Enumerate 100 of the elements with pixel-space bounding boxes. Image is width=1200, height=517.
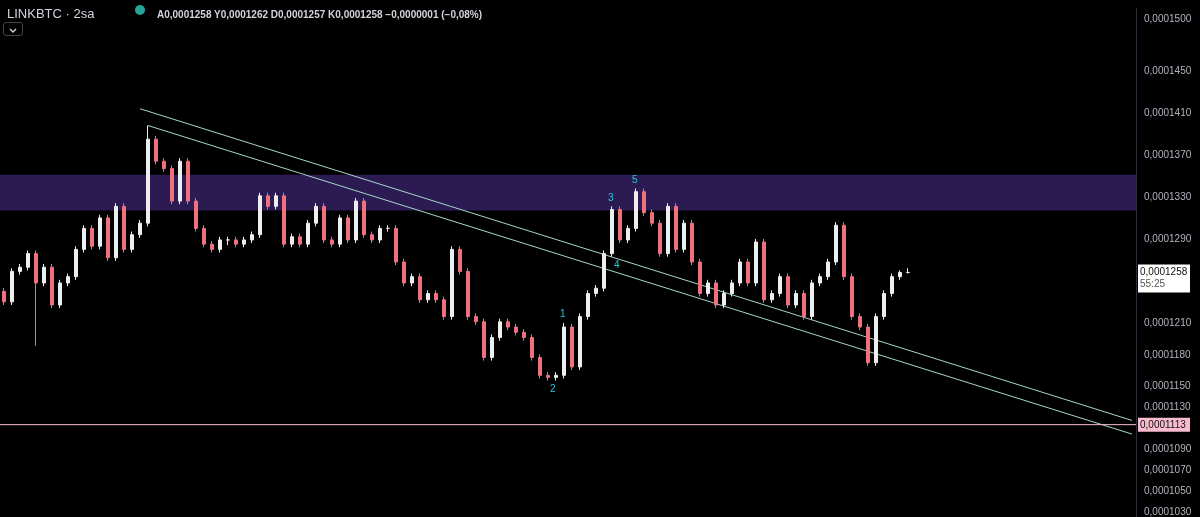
y-tick-label: 0,0001050 xyxy=(1144,485,1192,497)
candlestick xyxy=(538,353,542,379)
candlestick xyxy=(882,289,886,321)
chart-subtitle: A0,0001258 Y0,0001262 D0,0001257 K0,0001258 −0,0000001 (−0,08%) xyxy=(157,8,483,20)
candlestick xyxy=(698,258,702,298)
candlestick xyxy=(50,263,54,309)
candlestick xyxy=(738,258,742,287)
annotation: 1 xyxy=(560,308,566,320)
candlestick xyxy=(394,224,398,266)
candlestick xyxy=(770,289,774,304)
candlestick xyxy=(2,287,6,306)
candlestick xyxy=(482,318,486,362)
candlestick xyxy=(650,209,654,227)
text: 55:25 xyxy=(1140,277,1166,289)
candlestick xyxy=(586,289,590,321)
candlestick xyxy=(866,323,870,367)
candlestick xyxy=(378,224,382,244)
candlestick xyxy=(178,157,182,205)
candlestick xyxy=(434,289,438,304)
candlestick xyxy=(458,245,462,276)
candlestick xyxy=(898,269,902,281)
y-tick-label: 0,0001330 xyxy=(1144,191,1192,203)
candlestick xyxy=(362,197,366,239)
y-tick-label: 0,0001090 xyxy=(1144,443,1192,455)
candlestick xyxy=(58,279,62,309)
candlestick xyxy=(714,279,718,309)
candlestick xyxy=(34,249,38,347)
candlestick xyxy=(690,219,694,266)
candlestick xyxy=(810,279,814,321)
ref-line-label: 0,0001113 xyxy=(1140,419,1187,431)
candlestick xyxy=(138,219,142,239)
candlestick xyxy=(546,371,550,382)
candlestick xyxy=(754,238,758,287)
candlestick xyxy=(98,214,102,250)
candlestick xyxy=(338,214,342,248)
y-tick-label: 0,0001030 xyxy=(1144,506,1192,517)
candlestick xyxy=(346,214,350,244)
candlestick xyxy=(290,233,294,248)
y-tick-label: 0,0001290 xyxy=(1144,233,1192,245)
y-tick-label: 0,0001370 xyxy=(1144,149,1192,161)
candlestick xyxy=(530,333,534,362)
candlestick xyxy=(306,219,310,248)
candlestick xyxy=(522,328,526,342)
candlestick xyxy=(314,202,318,227)
y-tick-label: 0,0001210 xyxy=(1144,317,1192,329)
candlestick xyxy=(114,202,118,262)
candlestick xyxy=(410,273,414,287)
candlestick xyxy=(826,258,830,281)
candlestick xyxy=(778,273,782,298)
candlestick xyxy=(234,236,238,248)
candlestick xyxy=(170,164,174,205)
candlestick xyxy=(554,371,558,382)
candlestick xyxy=(506,318,510,331)
candlestick xyxy=(746,258,750,287)
candlestick xyxy=(26,249,30,271)
candlestick xyxy=(282,192,286,248)
candlestick xyxy=(354,197,358,244)
candlestick xyxy=(578,312,582,371)
y-tick-label: 0,0001150 xyxy=(1144,380,1191,392)
candlestick xyxy=(562,322,566,379)
candlestick xyxy=(450,245,454,321)
candlestick xyxy=(18,263,22,276)
annotation: 5 xyxy=(632,174,638,186)
candlestick xyxy=(514,323,518,336)
chart-title: LINKBTC · 2sa xyxy=(7,6,96,21)
candlestick xyxy=(74,245,78,281)
candlestick xyxy=(322,202,326,244)
candlestick xyxy=(490,333,494,362)
candlestick xyxy=(570,323,574,371)
candlestick xyxy=(426,289,430,304)
candlestick xyxy=(106,214,110,262)
candlestick xyxy=(266,192,270,210)
y-tick-label: 0,0001070 xyxy=(1144,464,1192,476)
candlestick xyxy=(762,238,766,304)
y-tick-label: 0,0001450 xyxy=(1144,65,1192,77)
candlestick xyxy=(602,249,606,292)
candlestick xyxy=(802,289,806,321)
candlestick xyxy=(402,258,406,287)
candlestick xyxy=(842,221,846,281)
candlestick xyxy=(146,125,150,227)
y-tick-label: 0,0001180 xyxy=(1144,348,1191,360)
candlestick xyxy=(194,197,198,233)
candlestick xyxy=(474,312,478,326)
candlestick xyxy=(786,273,790,309)
candlestick xyxy=(242,236,246,248)
candlestick xyxy=(122,202,126,254)
candlestick xyxy=(850,273,854,321)
candlestick xyxy=(682,219,686,254)
candlestick xyxy=(706,279,710,298)
candlestick xyxy=(274,192,278,210)
annotation: 4 xyxy=(614,259,620,271)
y-tick-label: 0,0001130 xyxy=(1144,401,1191,413)
candlestick xyxy=(258,192,262,239)
candlestick xyxy=(794,289,798,309)
candlestick xyxy=(90,224,94,250)
candlestick xyxy=(642,188,646,217)
candlestick xyxy=(186,157,190,205)
candlestick xyxy=(498,318,502,342)
candlestick xyxy=(202,224,206,248)
candlestick xyxy=(666,202,670,258)
